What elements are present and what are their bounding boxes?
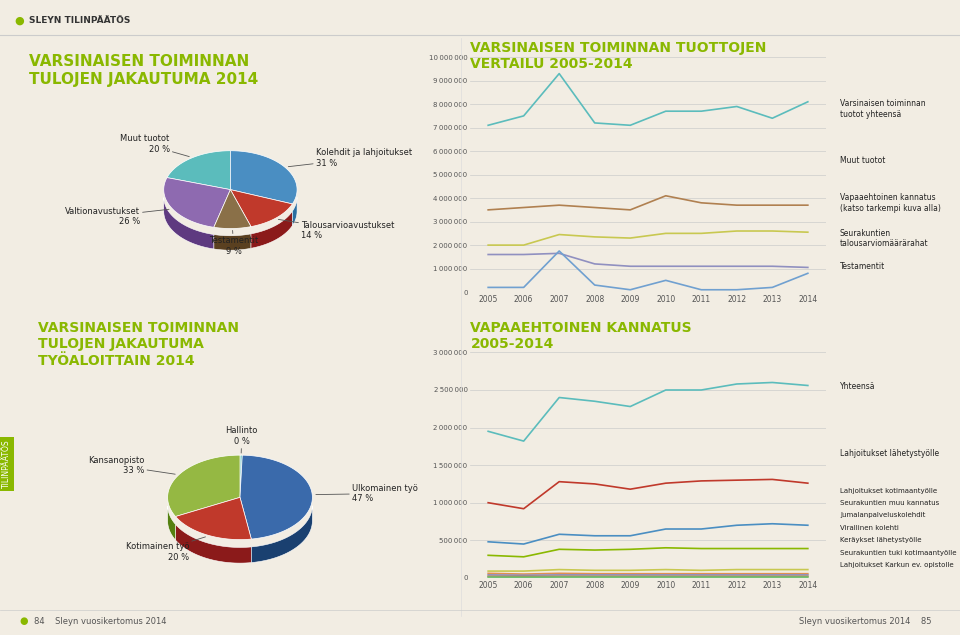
Text: Testamentit
9 %: Testamentit 9 % [209, 231, 258, 256]
Text: SLEYN TILINPÄÄTÖS: SLEYN TILINPÄÄTÖS [29, 16, 131, 25]
Text: Kolehdit ja lahjoitukset
31 %: Kolehdit ja lahjoitukset 31 % [288, 148, 412, 168]
Text: Muut tuotot: Muut tuotot [840, 156, 885, 165]
Text: Sleyn vuosikertomus 2014    85: Sleyn vuosikertomus 2014 85 [799, 617, 931, 625]
Text: Kansanopisto
33 %: Kansanopisto 33 % [88, 456, 175, 475]
Polygon shape [252, 505, 312, 563]
Text: Lahjoitukset lähetystyölle: Lahjoitukset lähetystyölle [840, 450, 939, 458]
Text: Keräykset lähetystyölle: Keräykset lähetystyölle [840, 537, 922, 544]
Text: Valtionavustukset
26 %: Valtionavustukset 26 % [65, 207, 169, 227]
Polygon shape [240, 455, 312, 539]
Text: Ulkomainen työ
47 %: Ulkomainen työ 47 % [316, 484, 418, 503]
Polygon shape [240, 455, 242, 497]
Polygon shape [164, 178, 230, 227]
Polygon shape [230, 190, 293, 227]
Text: Testamentit: Testamentit [840, 262, 885, 271]
Polygon shape [176, 525, 252, 563]
Text: Varsinaisen toiminnan
tuotot yhteensä: Varsinaisen toiminnan tuotot yhteensä [840, 100, 925, 119]
Text: ●: ● [19, 616, 28, 626]
Text: Jumalanpalveluskolehdit: Jumalanpalveluskolehdit [840, 512, 925, 518]
Text: Virallinen kolehti: Virallinen kolehti [840, 525, 899, 531]
Text: Hallinto
0 %: Hallinto 0 % [226, 427, 258, 453]
Text: ●: ● [14, 15, 24, 25]
Text: Seurakuntien muu kannatus: Seurakuntien muu kannatus [840, 500, 939, 506]
Text: Kotimainen työ
20 %: Kotimainen työ 20 % [126, 537, 205, 561]
Polygon shape [214, 234, 251, 250]
Polygon shape [293, 197, 297, 225]
Text: Seurakuntien tuki kotimaantyölle: Seurakuntien tuki kotimaantyölle [840, 550, 956, 556]
Text: Talousarvioavustukset
14 %: Talousarvioavustukset 14 % [278, 220, 395, 241]
Text: Muut tuotot
20 %: Muut tuotot 20 % [120, 134, 189, 157]
Text: VARSINAISEN TOIMINNAN
TULOJEN JAKAUTUMA
TYÖALOITTAIN 2014: VARSINAISEN TOIMINNAN TULOJEN JAKAUTUMA … [38, 321, 239, 368]
Text: TILINPÄÄTÖS: TILINPÄÄTÖS [2, 439, 12, 488]
Polygon shape [167, 150, 230, 190]
Polygon shape [176, 497, 252, 540]
Polygon shape [214, 190, 251, 229]
Polygon shape [168, 455, 240, 516]
Polygon shape [168, 506, 176, 540]
Polygon shape [230, 150, 297, 204]
Text: Yhteensä: Yhteensä [840, 382, 876, 391]
Text: Vapaaehtoinen kannatus
(katso tarkempi kuva alla): Vapaaehtoinen kannatus (katso tarkempi k… [840, 194, 941, 213]
Text: Lahjoitukset Karkun ev. opistolle: Lahjoitukset Karkun ev. opistolle [840, 562, 953, 568]
Text: VARSINAISEN TOIMINNAN TUOTTOJEN
VERTAILU 2005-2014: VARSINAISEN TOIMINNAN TUOTTOJEN VERTAILU… [470, 41, 767, 72]
Polygon shape [164, 197, 214, 249]
Text: Lahjoitukset kotimaantyölle: Lahjoitukset kotimaantyölle [840, 488, 937, 493]
Text: VAPAAEHTOINEN KANNATUS
2005-2014: VAPAAEHTOINEN KANNATUS 2005-2014 [470, 321, 692, 351]
Text: VARSINAISEN TOIMINNAN
TULOJEN JAKAUTUMA 2014: VARSINAISEN TOIMINNAN TULOJEN JAKAUTUMA … [29, 54, 258, 87]
Text: Seurakuntien
talousarviomäärärahat: Seurakuntien talousarviomäärärahat [840, 229, 928, 248]
Text: 84    Sleyn vuosikertomus 2014: 84 Sleyn vuosikertomus 2014 [34, 617, 166, 625]
Polygon shape [251, 211, 293, 248]
